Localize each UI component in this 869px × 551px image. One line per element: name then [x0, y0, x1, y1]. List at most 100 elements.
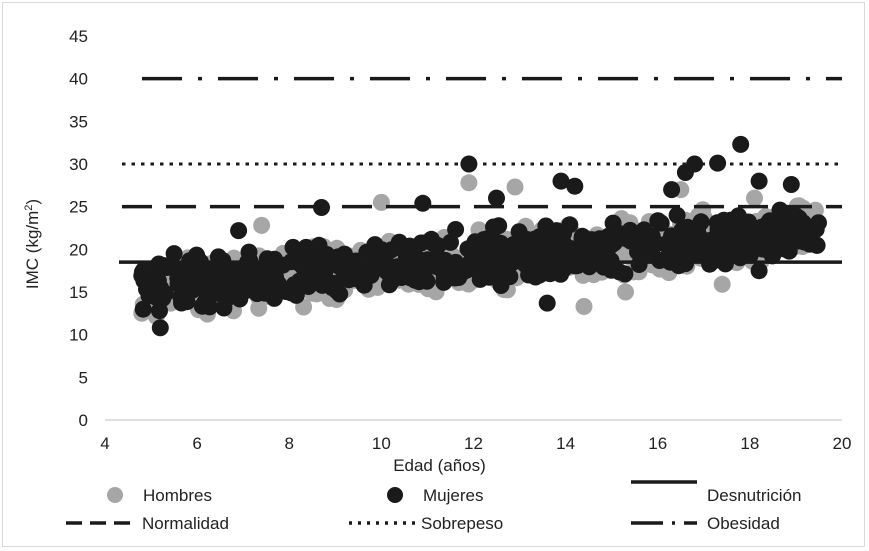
- scatter-point-mujeres: [544, 240, 562, 258]
- y-tick-label: 0: [79, 411, 88, 430]
- scatter-point-mujeres: [383, 272, 401, 290]
- scatter-point-mujeres: [541, 224, 558, 242]
- scatter-point-mujeres: [668, 206, 686, 224]
- y-tick-label: 5: [79, 368, 88, 387]
- scatter-point-mujeres: [236, 276, 254, 294]
- y-axis-title: IMC (kg/m2): [23, 199, 42, 289]
- scatter-point-hombres: [617, 283, 634, 301]
- scatter-point-mujeres: [290, 272, 308, 290]
- y-tick-label: 40: [69, 70, 88, 89]
- scatter-point-mujeres: [346, 257, 364, 275]
- x-tick-label: 20: [833, 434, 852, 453]
- scatter-point-mujeres: [566, 177, 584, 195]
- x-tick-label: 18: [740, 434, 759, 453]
- scatter-point-mujeres: [297, 238, 315, 256]
- scatter-point-mujeres: [773, 229, 791, 246]
- scatter-point-mujeres: [755, 230, 773, 248]
- scatter-point-mujeres: [476, 260, 494, 278]
- scatter-point-hombres: [250, 299, 268, 317]
- y-tick-label: 25: [69, 198, 88, 217]
- y-axis-title-close: ): [23, 199, 42, 205]
- scatter-point-mujeres: [731, 237, 749, 255]
- scatter-point-mujeres: [706, 250, 724, 268]
- scatter-point-mujeres: [801, 235, 819, 253]
- scatter-point-mujeres: [518, 230, 536, 248]
- x-tick-label: 4: [100, 434, 109, 453]
- scatter-point-mujeres: [429, 237, 447, 255]
- scatter-point-mujeres: [652, 214, 670, 232]
- scatter-point-mujeres: [475, 231, 493, 249]
- x-axis-title: Edad (años): [393, 456, 486, 475]
- scatter-point-hombres: [506, 178, 524, 196]
- scatter-point-mujeres: [489, 233, 506, 251]
- scatter-point-mujeres: [782, 176, 800, 193]
- scatter-point-mujeres: [635, 237, 653, 255]
- scatter-point-mujeres: [233, 260, 251, 278]
- scatter-point-mujeres: [134, 300, 152, 318]
- scatter-point-mujeres: [729, 207, 747, 225]
- scatter-point-mujeres: [263, 265, 281, 282]
- scatter-point-hombres: [575, 298, 593, 315]
- scatter-point-mujeres: [485, 218, 502, 236]
- scatter-point-mujeres: [616, 265, 634, 283]
- x-tick-label: 14: [556, 434, 575, 453]
- scatter-points: [133, 135, 827, 337]
- scatter-point-mujeres: [496, 259, 514, 277]
- legend-label-hombres: Hombres: [143, 486, 212, 505]
- scatter-point-mujeres: [151, 302, 168, 320]
- scatter-point-hombres: [372, 193, 390, 211]
- scatter-point-mujeres: [435, 273, 453, 291]
- scatter-point-mujeres: [240, 243, 258, 261]
- scatter-point-hombres: [713, 275, 731, 293]
- x-axis-ticks: 4 6 8 10 12 14 16 18 20: [100, 434, 851, 453]
- scatter-point-mujeres: [287, 286, 305, 304]
- legend-label-obesidad: Obesidad: [707, 514, 780, 533]
- scatter-point-mujeres: [602, 261, 620, 279]
- scatter-point-mujeres: [750, 172, 768, 190]
- scatter-point-mujeres: [388, 239, 406, 256]
- legend-marker-mujeres: [387, 487, 403, 503]
- scatter-point-mujeres: [605, 234, 623, 252]
- scatter-point-mujeres: [665, 244, 683, 262]
- scatter-point-mujeres: [460, 155, 478, 173]
- legend-marker-hombres: [107, 487, 123, 503]
- scatter-point-mujeres: [560, 257, 577, 274]
- y-tick-label: 20: [69, 240, 88, 259]
- scatter-point-hombres: [460, 174, 478, 192]
- x-tick-label: 10: [372, 434, 391, 453]
- scatter-point-mujeres: [810, 214, 827, 232]
- scatter-point-mujeres: [538, 294, 556, 312]
- scatter-point-mujeres: [732, 135, 750, 153]
- scatter-point-mujeres: [415, 266, 433, 284]
- scatter-point-mujeres: [663, 181, 681, 199]
- scatter-point-mujeres: [215, 299, 233, 317]
- scatter-point-mujeres: [584, 241, 602, 259]
- reference-lines: [119, 76, 842, 264]
- scatter-point-mujeres: [265, 289, 283, 307]
- scatter-point-mujeres: [284, 238, 302, 256]
- y-axis-title-main: IMC (kg/m: [23, 211, 42, 289]
- scatter-point-mujeres: [151, 319, 169, 337]
- scatter-point-mujeres: [150, 255, 168, 273]
- scatter-point-mujeres: [414, 194, 432, 212]
- y-tick-label: 15: [69, 283, 88, 302]
- y-tick-label: 30: [69, 155, 88, 174]
- legend-label-mujeres: Mujeres: [423, 486, 483, 505]
- scatter-point-mujeres: [573, 227, 591, 245]
- y-tick-label: 10: [69, 326, 88, 345]
- scatter-point-mujeres: [750, 262, 768, 280]
- scatter-point-mujeres: [447, 221, 465, 238]
- scatter-point-mujeres: [630, 256, 648, 273]
- scatter-point-mujeres: [145, 284, 163, 302]
- x-tick-label: 12: [464, 434, 483, 453]
- scatter-point-mujeres: [175, 290, 193, 308]
- y-axis-ticks: 0 5 10 15 20 25 30 35 40 45: [69, 27, 88, 430]
- scatter-point-mujeres: [165, 245, 183, 263]
- scatter-point-mujeres: [230, 222, 248, 240]
- scatter-point-mujeres: [177, 270, 195, 288]
- scatter-point-mujeres: [531, 266, 548, 284]
- scatter-point-mujeres: [199, 274, 216, 292]
- scatter-point-mujeres: [689, 221, 706, 239]
- scatter-point-mujeres: [561, 216, 579, 234]
